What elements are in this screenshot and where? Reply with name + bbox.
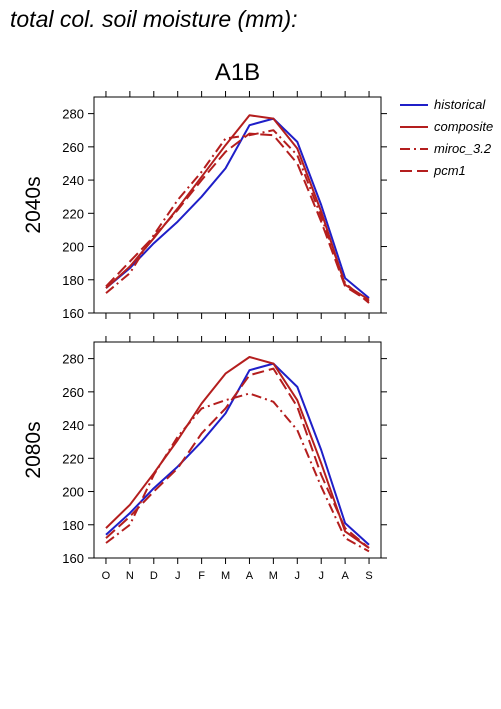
y-tick-label: 260: [62, 385, 84, 400]
scenario-title: A1B: [215, 59, 260, 86]
x-tick-label: F: [198, 570, 205, 582]
y-tick-label: 180: [62, 273, 84, 288]
x-tick-label: M: [221, 570, 230, 582]
plot-frame: [93, 96, 382, 314]
x-tick-label: O: [102, 570, 111, 582]
x-tick-label: D: [150, 570, 158, 582]
y-tick-label: 260: [62, 140, 84, 155]
series-line-historical: [105, 117, 370, 299]
legend: historical composite miroc_3.2 pcm1: [400, 97, 493, 178]
y-tick-label: 220: [62, 206, 84, 221]
legend-label: composite: [434, 119, 493, 134]
y-tick-label: 280: [62, 352, 84, 367]
x-tick-label: J: [295, 570, 301, 582]
y-tick-label: 160: [62, 306, 84, 321]
legend-label: historical: [434, 97, 486, 112]
series-line-miroc_3.2: [105, 129, 370, 304]
page-title: total col. soil moisture (mm):: [10, 6, 298, 32]
series-line-pcm1: [105, 132, 370, 303]
y-axis-label: 2040s: [22, 176, 45, 233]
series-line-pcm1: [105, 367, 370, 549]
y-tick-label: 280: [62, 107, 84, 122]
panel-2: 160 180 200 220 240 260 280 O N D J F M A M J J A S 2080s: [22, 336, 387, 582]
y-tick-label: 240: [62, 418, 84, 433]
y-tick-label: 200: [62, 240, 84, 255]
x-tick-label: S: [365, 570, 372, 582]
legend-label: miroc_3.2: [434, 141, 492, 156]
x-tick-label: M: [269, 570, 278, 582]
y-tick-label: 240: [62, 173, 84, 188]
y-tick-label: 180: [62, 518, 84, 533]
x-tick-label: A: [341, 570, 349, 582]
y-tick-label: 160: [62, 551, 84, 566]
x-tick-label: A: [246, 570, 254, 582]
y-axis-label: 2080s: [22, 421, 45, 478]
x-tick-label: N: [126, 570, 134, 582]
x-tick-label: J: [318, 570, 324, 582]
series-line-composite: [105, 356, 370, 549]
panel-1: 160 180 200 220 240 260 280 2040s: [22, 91, 387, 321]
y-tick-label: 220: [62, 451, 84, 466]
series-line-miroc_3.2: [105, 392, 370, 553]
chart-panels: 160 180 200 220 240 260 280 2040s 160 180 200 220 24…: [22, 91, 387, 582]
plot-frame: [93, 341, 382, 559]
y-tick-label: 200: [62, 485, 84, 500]
legend-label: pcm1: [433, 163, 466, 178]
x-tick-label: J: [175, 570, 181, 582]
